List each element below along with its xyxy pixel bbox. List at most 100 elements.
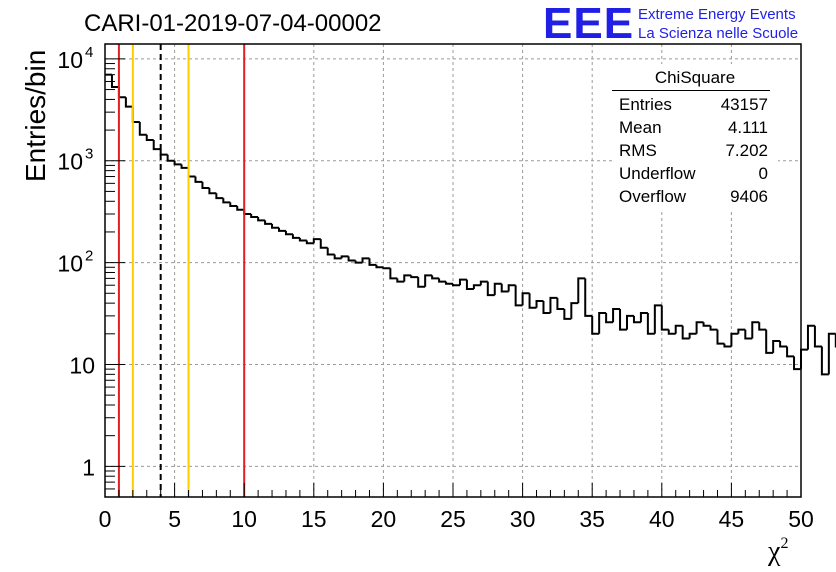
histogram-bin: [709, 325, 718, 331]
histogram-bin: [382, 267, 391, 270]
histogram-bin: [452, 283, 460, 287]
histogram-bin: [354, 260, 363, 264]
stats-box: ChiSquare Entries 43157 Mean 4.111 RMS 7…: [612, 64, 778, 212]
histogram-bin: [479, 280, 488, 286]
histogram-bin: [333, 254, 342, 260]
histogram-bin: [264, 220, 273, 225]
stats-row-underflow: Underflow 0: [612, 162, 778, 185]
histogram-bin: [229, 202, 238, 207]
histogram-bin: [312, 238, 321, 244]
histogram-bin: [201, 181, 210, 190]
x-tick-label: 40: [649, 506, 675, 532]
histogram-bin: [716, 329, 725, 345]
histogram-bin: [215, 193, 224, 200]
histogram-bin: [486, 281, 495, 297]
histogram-bin: [653, 304, 662, 334]
histogram-bin: [681, 325, 690, 340]
histogram-bin: [556, 297, 565, 311]
histogram-bin: [563, 309, 572, 320]
histogram-bin: [793, 356, 801, 371]
histogram-bin: [813, 325, 822, 348]
histogram-bin: [779, 340, 788, 348]
x-tick-label: 25: [440, 506, 466, 532]
x-tick-label: 15: [301, 506, 327, 532]
histogram-bin: [667, 329, 676, 335]
stats-label: Underflow: [619, 164, 696, 183]
histogram-bin: [347, 256, 356, 262]
stats-row-rms: RMS 7.202: [612, 139, 778, 162]
histogram-bin: [431, 275, 440, 280]
histogram-bin: [605, 313, 614, 324]
y-tick-label: 10: [57, 251, 83, 277]
x-tick-label: 10: [231, 506, 257, 532]
x-axis-label-superscript: 2: [780, 535, 789, 552]
histogram-bin: [695, 321, 704, 334]
stats-value: 4.111: [727, 118, 768, 137]
histogram-bin: [493, 282, 502, 296]
histogram-bin: [145, 134, 154, 141]
histogram-bin: [243, 209, 252, 216]
histogram-bin: [549, 296, 558, 314]
histogram-bin: [737, 328, 746, 334]
x-axis-label-base: χ: [768, 536, 781, 567]
histogram-bin: [236, 205, 245, 211]
histogram-bin: [284, 230, 293, 236]
histogram-bin: [152, 139, 161, 151]
histogram-bin: [117, 86, 126, 99]
histogram-bin: [173, 160, 182, 166]
histogram: [105, 73, 836, 376]
histogram-bin: [472, 284, 481, 290]
histogram-bin: [507, 284, 516, 292]
stats-row-entries: Entries 43157: [612, 93, 778, 116]
histogram-bin: [250, 214, 259, 219]
x-tick-label: 30: [510, 506, 536, 532]
chart-title: CARI-01-2019-07-04-00002: [84, 10, 382, 37]
histogram-bin: [291, 234, 300, 239]
histogram-bin: [639, 312, 648, 323]
stats-label: Overflow: [619, 187, 687, 206]
histogram-bin: [424, 274, 433, 287]
eee-logo: EEE: [543, 0, 635, 48]
x-tick-label: 50: [788, 506, 814, 532]
x-tick-label: 0: [99, 506, 112, 532]
histogram-bin: [646, 313, 655, 335]
histogram-bin: [674, 324, 683, 334]
stats-label: Entries: [619, 95, 672, 114]
histogram-bin: [800, 348, 808, 370]
histogram-bin: [159, 149, 168, 156]
histogram-bin: [702, 322, 711, 327]
histogram-bin: [751, 321, 760, 339]
histogram-bin: [660, 305, 669, 331]
histogram-bin: [445, 281, 453, 285]
histogram-bin: [166, 154, 175, 162]
histogram-bin: [319, 239, 328, 249]
histogram-bin: [688, 332, 697, 339]
histogram-bin: [187, 167, 196, 178]
y-axis-label: Entries/bin: [20, 49, 51, 182]
histogram-bin: [570, 302, 579, 319]
histogram-bin: [410, 275, 419, 279]
histogram-bin: [827, 332, 836, 375]
histogram-bin: [584, 278, 593, 317]
histogram-bin: [528, 293, 537, 309]
stats-row-mean: Mean 4.111: [612, 116, 778, 139]
histogram-bin: [514, 285, 523, 307]
stats-value: 0: [758, 164, 768, 183]
stats-header: ChiSquare: [654, 68, 736, 87]
histogram-bin: [632, 315, 641, 324]
histogram-bin: [744, 329, 753, 340]
x-axis-label: χ2: [768, 535, 788, 568]
histogram-bin: [521, 292, 530, 306]
y-tick-exponent: 4: [85, 44, 93, 61]
histogram-bin: [500, 283, 509, 293]
stats-value: 43157: [720, 95, 768, 114]
histogram-bin: [389, 268, 398, 280]
histogram-bin: [806, 324, 815, 350]
histogram-bin: [577, 277, 586, 304]
logo-line-1: Extreme Energy Events: [638, 6, 796, 23]
y-tick-label: 10: [69, 352, 95, 378]
stats-divider: [612, 90, 770, 91]
histogram-bin: [396, 278, 405, 283]
